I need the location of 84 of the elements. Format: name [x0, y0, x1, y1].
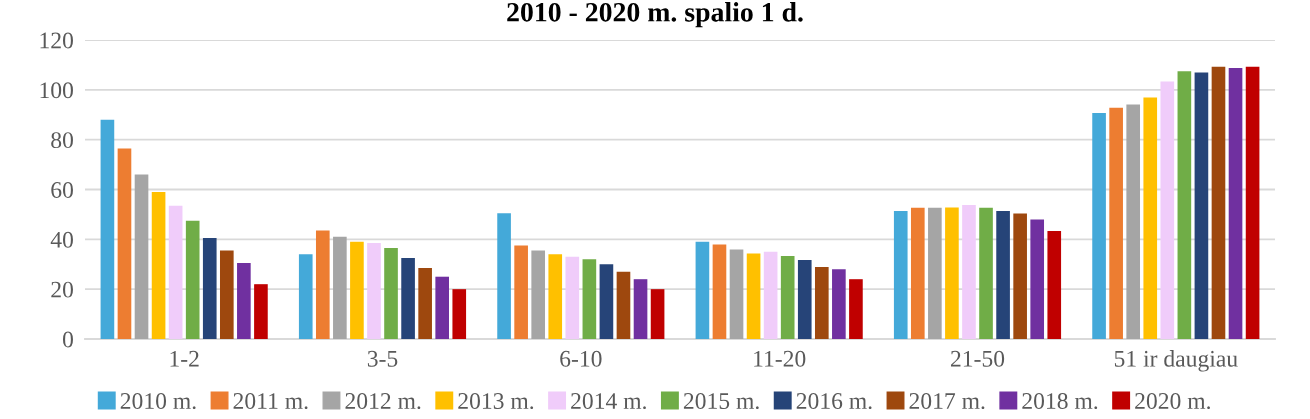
bar	[452, 289, 467, 339]
bar	[746, 253, 761, 339]
legend-label: 2017 m.	[909, 393, 985, 410]
legend-label: 2014 m.	[571, 393, 646, 410]
bar	[237, 263, 251, 339]
legend-label: 2010 m.	[120, 393, 196, 410]
bar	[928, 207, 942, 339]
bar	[497, 213, 511, 339]
bar	[814, 266, 829, 339]
x-tick-label: 3-5	[367, 350, 398, 367]
bar	[797, 260, 812, 339]
bar	[333, 236, 347, 339]
bar	[616, 271, 631, 339]
bar	[1228, 67, 1243, 339]
bar	[185, 220, 200, 339]
bar	[219, 250, 234, 339]
y-tick-label: 40	[50, 231, 73, 248]
bar	[1047, 231, 1062, 339]
bar	[548, 254, 563, 339]
chart-title: 2010 - 2020 m. spalio 1 d.	[507, 2, 803, 28]
bar	[315, 230, 330, 339]
legend-label: 2013 m.	[458, 393, 534, 410]
bar	[893, 210, 908, 339]
bar	[650, 289, 665, 339]
x-tick-label: 21-50	[950, 350, 1005, 367]
bar	[565, 256, 580, 339]
x-tick-label: 51 ir daugiau	[1114, 350, 1238, 372]
bar	[910, 207, 925, 339]
legend-label: 2016 m.	[796, 393, 872, 410]
bar	[418, 267, 432, 339]
bar	[1126, 104, 1141, 339]
bar	[633, 279, 648, 339]
legend-label: 2011 m.	[233, 393, 308, 410]
bar	[1160, 81, 1175, 339]
bar	[168, 205, 183, 339]
bar	[582, 259, 597, 339]
bar	[1177, 71, 1192, 339]
bar	[945, 207, 959, 339]
bar	[1109, 107, 1123, 339]
bar	[763, 251, 778, 339]
bar	[849, 279, 863, 339]
bar	[100, 119, 115, 339]
y-tick-label: 100	[40, 82, 73, 99]
y-tick-label: 60	[51, 181, 73, 198]
bar	[599, 264, 614, 339]
bar	[1092, 113, 1106, 339]
bar	[151, 191, 166, 339]
legend-label: 2012 m.	[345, 393, 421, 410]
bar	[1143, 97, 1158, 339]
bar	[729, 249, 744, 339]
legend-label: 2018 m.	[1022, 393, 1098, 410]
y-tick-label: 20	[51, 281, 73, 298]
bar	[780, 256, 795, 339]
bar	[350, 241, 364, 339]
bar	[996, 210, 1010, 339]
x-tick-label: 6-10	[560, 350, 602, 367]
y-tick-label: 0	[62, 331, 73, 348]
bar	[1211, 66, 1226, 339]
bar	[254, 284, 268, 339]
bar	[832, 269, 846, 339]
bar	[117, 148, 132, 339]
bar	[695, 241, 710, 339]
bar	[1030, 219, 1045, 339]
bar	[962, 204, 976, 339]
bar	[1245, 66, 1260, 339]
bar	[401, 258, 415, 339]
legend-label: 2015 m.	[683, 393, 759, 410]
bar	[384, 248, 398, 339]
y-tick-label: 120	[40, 32, 73, 49]
legend-label: 2020 m.	[1135, 393, 1210, 410]
bar	[298, 254, 313, 339]
bar	[1013, 213, 1027, 339]
bar	[514, 245, 528, 339]
x-tick-label: 11-20	[754, 350, 806, 367]
bar	[531, 250, 546, 339]
y-tick-label: 80	[51, 132, 73, 149]
bar	[202, 238, 217, 339]
bar	[134, 174, 149, 339]
bar	[435, 276, 450, 339]
bar	[979, 207, 993, 339]
bar	[1194, 72, 1209, 339]
bar	[367, 243, 381, 339]
x-tick-label: 1-2	[170, 350, 199, 367]
bar	[712, 244, 727, 339]
